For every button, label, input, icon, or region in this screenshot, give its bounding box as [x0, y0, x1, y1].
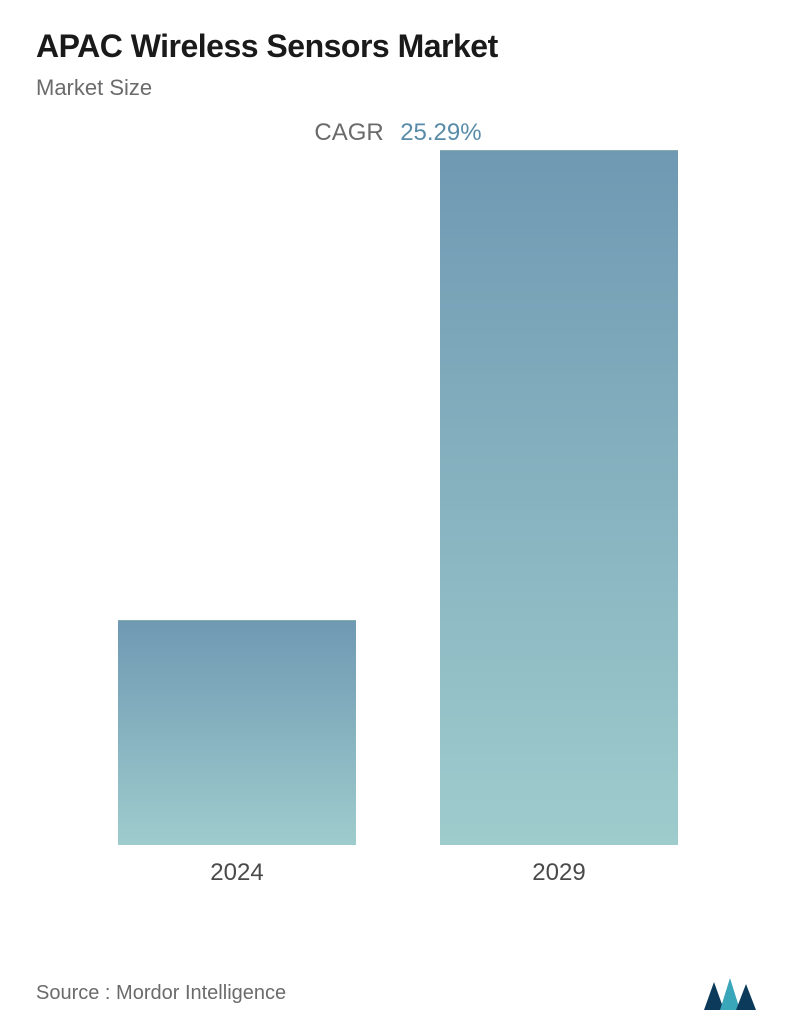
cagr-row: CAGR 25.29% — [36, 119, 760, 147]
chart-subtitle: Market Size — [36, 75, 760, 101]
bar-label-1: 2029 — [532, 859, 585, 887]
chart-area: 2024 2029 — [36, 157, 760, 887]
bar-label-0: 2024 — [210, 859, 263, 887]
bar-1 — [440, 150, 678, 845]
bar-group-1: 2029 — [440, 150, 678, 887]
cagr-value: 25.29% — [400, 119, 481, 146]
cagr-label: CAGR — [314, 119, 383, 146]
bar-0 — [118, 620, 356, 845]
chart-title: APAC Wireless Sensors Market — [36, 28, 760, 65]
bar-group-0: 2024 — [118, 620, 356, 887]
footer: Source : Mordor Intelligence — [36, 974, 760, 1012]
source-text: Source : Mordor Intelligence — [36, 982, 286, 1005]
brand-logo-icon — [702, 974, 760, 1012]
